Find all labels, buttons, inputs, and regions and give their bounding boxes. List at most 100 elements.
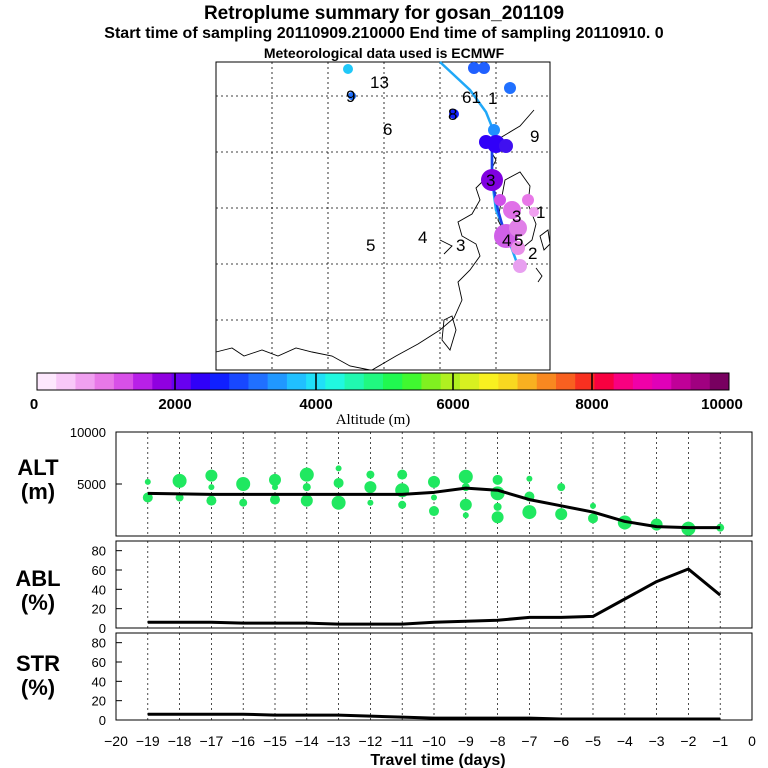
colorbar-cell [479,373,499,390]
str-y-tick-label: 80 [92,636,106,651]
map-plume-dot [529,207,539,217]
alt-y-ticks: 10000 5000 [70,425,122,492]
alt-scatter-point [335,465,342,472]
map-plume-dot [509,219,527,237]
map-plume-dot [468,62,480,74]
abl-y-tick-label: 40 [92,582,106,597]
alt-scatter-point [431,494,437,501]
x-axis-label: Travel time (days) [370,752,505,768]
colorbar-cell [459,373,480,390]
map-cluster-label: 5 [514,231,523,250]
colorbar-cell [94,373,115,390]
x-tick-label: −12 [359,733,383,749]
trajectory-lower-segment [490,140,508,239]
x-tick-label: −5 [585,733,601,749]
x-tick-label: −6 [553,733,569,749]
x-tick-label: −8 [490,733,506,749]
alt-scatter-point [205,469,218,482]
colorbar-cell [286,373,307,390]
alt-scatter-point [300,494,313,507]
alt-scatter-point [462,512,469,519]
colorbar-cell [210,373,230,390]
alt-scatter-point [206,495,217,506]
colorbar-tick-label: 6000 [436,396,469,413]
x-tick-label: 0 [748,733,756,749]
map-cluster-label: 1 [536,203,545,222]
map-cluster-label: 3 [512,207,521,226]
met-data-line: Meteorological data used is ECMWF [263,45,505,61]
altitude-colorbar: 0 2000 4000 6000 8000 10000 Altitude (m) [30,372,743,428]
map-plume-dot [494,194,506,206]
colorbar-cell [517,373,538,390]
map-plume-dots [343,62,539,273]
map-cluster-label: 9 [530,127,539,146]
colorbar-cell [536,373,557,390]
colorbar-cell [383,373,403,390]
alt-scatter-point [366,470,375,479]
colorbar-axis-label: Altitude (m) [336,412,411,428]
colorbar-cell [575,373,595,390]
alt-panel-label: ALT (m) [17,455,59,504]
map-cluster-label: 9 [346,87,355,106]
alt-scatter-point [172,473,187,488]
str-series-line [147,712,721,721]
x-tick-label: −17 [200,733,224,749]
alt-scatter-point [175,493,184,502]
alt-scatter-point [492,474,503,485]
alt-scatter-point [428,475,440,488]
map-plume-dot [499,139,513,153]
map-cluster-label: 3 [486,171,495,190]
x-axis-ticks: −20 −19 −18 −17 −16 −15 −14 −13 −12 −11 −10 −9 −8 −7−… [104,733,756,749]
map-cluster-label: 3 [456,236,465,255]
colorbar-cell [56,373,76,390]
colorbar-tick-label: 4000 [299,396,332,413]
abl-y-tick-label: 80 [92,544,106,559]
sampling-time-line: Start time of sampling 20110909.210000 E… [104,25,664,42]
alt-y-tick-label: 10000 [70,425,106,440]
alt-scatter-point [270,494,280,505]
map-cluster-label: 13 [370,73,389,92]
colorbar-cell [344,373,365,390]
str-y-tick-label: 0 [99,713,106,728]
x-tick-label: −4 [617,733,633,749]
map-plume-dot [511,241,525,255]
alt-y-tick-label: 5000 [77,477,106,492]
colorbar-cell [325,373,346,390]
alt-scatter-point [491,511,504,524]
alt-scatter-point [239,498,248,507]
time-gridlines [147,432,721,720]
alt-scatter-point [493,502,502,511]
alt-scatter-point [398,500,407,509]
colorbar-tick-label: 2000 [158,396,191,413]
colorbar-cell [37,373,57,390]
x-tick-label: −10 [422,733,446,749]
colorbar-cell [363,373,384,390]
abl-y-tick-label: 20 [92,602,106,617]
str-panel-frame [115,632,753,721]
colorbar-tick-label: 0 [30,396,38,413]
alt-scatter-point [620,521,629,530]
map-plume-dot [449,109,459,119]
abl-y-ticks: 80 60 40 20 0 [92,544,122,636]
alt-scatter-point [269,473,281,486]
colorbar-cell [267,373,288,390]
colorbar-cell [402,373,422,390]
str-y-tick-label: 40 [92,674,106,689]
map-plume-dot [513,259,527,273]
x-tick-label: −1 [712,733,728,749]
colorbar-cell [171,373,192,390]
colorbar-cell [556,373,576,390]
map-plume-dot [488,124,500,136]
colorbar-cell [440,373,461,390]
alt-scatter-point [557,483,566,492]
colorbar-cell [190,373,211,390]
colorbar-cell [133,373,153,390]
str-line [147,712,721,721]
colorbar-cell [709,373,730,390]
map-plume-dot [503,201,521,219]
colorbar-cell [229,373,249,390]
alt-scatter-point [331,495,346,510]
alt-scatter-point [236,477,251,491]
alt-scatter-point [429,506,439,517]
